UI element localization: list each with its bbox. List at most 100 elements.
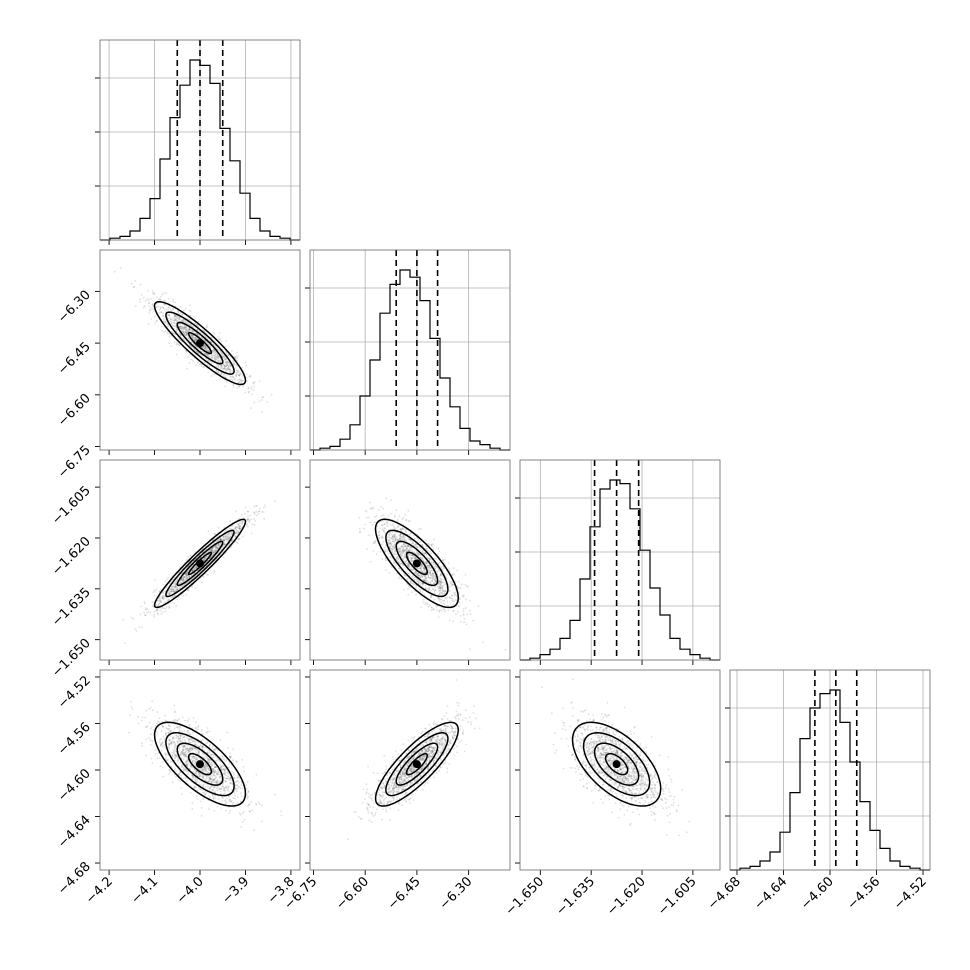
scatter-point — [184, 578, 187, 581]
scatter-point — [433, 574, 435, 577]
scatter-point — [435, 609, 438, 611]
scatter-point — [237, 538, 240, 541]
scatter-point — [163, 320, 166, 322]
scatter-point — [150, 757, 153, 760]
scatter-point — [170, 309, 173, 311]
scatter-point — [204, 345, 207, 348]
scatter-point — [188, 323, 191, 326]
scatter-point — [212, 351, 215, 353]
scatter-point — [175, 328, 178, 331]
scatter-point — [384, 549, 387, 552]
scatter-point — [386, 520, 388, 523]
scatter-point — [229, 534, 231, 537]
histogram-step — [520, 479, 720, 661]
scatter-point — [151, 605, 154, 608]
scatter-point — [150, 317, 153, 320]
scatter-point — [167, 323, 169, 326]
scatter-point — [255, 505, 257, 507]
scatter-point — [246, 373, 249, 376]
scatter-point — [413, 583, 416, 586]
scatter-point — [149, 727, 152, 730]
scatter-point — [430, 606, 433, 609]
scatter-point — [415, 571, 417, 574]
scatter-point — [193, 316, 196, 318]
scatter-point — [159, 306, 162, 309]
scatter-point — [187, 556, 190, 558]
scatter-point — [234, 367, 237, 369]
scatter-point — [397, 567, 400, 570]
scatter-point — [182, 330, 184, 333]
scatter-point — [165, 578, 168, 581]
scatter-point — [264, 504, 266, 507]
scatter-point — [202, 345, 205, 348]
scatter-point — [393, 535, 396, 538]
scatter-point — [167, 576, 169, 579]
scatter-point — [186, 328, 188, 331]
scatter-point — [183, 730, 186, 732]
scatter-point — [249, 375, 252, 378]
scatter-point — [204, 345, 207, 348]
scatter-point — [240, 522, 243, 525]
scatter-point — [421, 591, 424, 594]
scatter-point — [251, 393, 253, 395]
scatter-point — [213, 571, 215, 573]
scatter-point — [426, 579, 428, 582]
scatter-point — [436, 585, 439, 588]
scatter-point — [166, 332, 169, 335]
scatter-point — [404, 514, 407, 516]
scatter-point — [438, 579, 441, 582]
scatter-point — [184, 328, 187, 331]
scatter-point — [149, 309, 152, 312]
scatter-point — [141, 742, 143, 744]
scatter-point — [469, 609, 471, 612]
scatter-point — [197, 320, 200, 323]
scatter-point — [387, 514, 390, 517]
scatter-point — [388, 538, 391, 541]
scatter-point — [446, 574, 448, 576]
scatter-point — [177, 323, 180, 326]
scatter-point — [432, 563, 434, 566]
scatter-point — [230, 375, 232, 378]
scatter-point — [221, 355, 224, 358]
scatter-point — [377, 509, 380, 511]
scatter-point — [185, 593, 188, 596]
scatter-point — [430, 558, 432, 561]
scatter-point — [179, 305, 182, 308]
scatter-point — [186, 322, 189, 325]
scatter-point — [159, 307, 162, 310]
scatter-point — [457, 587, 460, 589]
scatter-point — [482, 641, 484, 643]
scatter-point — [414, 543, 417, 546]
scatter-point — [402, 516, 405, 519]
scatter-point — [192, 568, 195, 570]
scatter-point — [394, 537, 397, 539]
scatter-point — [166, 322, 169, 325]
scatter-point — [263, 506, 265, 509]
scatter-point — [151, 290, 154, 292]
scatter-point — [234, 357, 237, 359]
scatter-point — [235, 372, 238, 374]
scatter-point — [381, 528, 384, 531]
scatter-point — [192, 330, 194, 333]
scatter-point — [401, 554, 404, 557]
scatter-point — [172, 321, 175, 324]
scatter-point — [459, 620, 462, 623]
scatter-point — [233, 379, 236, 382]
scatter-point — [223, 367, 226, 370]
scatter-point — [144, 602, 146, 605]
scatter-point — [149, 297, 152, 300]
scatter-point — [189, 554, 191, 557]
scatter-point — [214, 356, 217, 359]
scatter-point — [440, 598, 443, 601]
scatter-point — [383, 529, 385, 532]
scatter-point — [161, 761, 164, 764]
scatter-point — [134, 628, 137, 631]
scatter-point — [195, 795, 198, 797]
scatter-point — [421, 557, 424, 560]
scatter-point — [444, 610, 447, 613]
scatter-point — [412, 577, 415, 580]
scatter-point — [155, 320, 158, 322]
scatter-point — [145, 754, 147, 757]
scatter-point — [148, 312, 151, 314]
scatter-point — [225, 381, 228, 384]
